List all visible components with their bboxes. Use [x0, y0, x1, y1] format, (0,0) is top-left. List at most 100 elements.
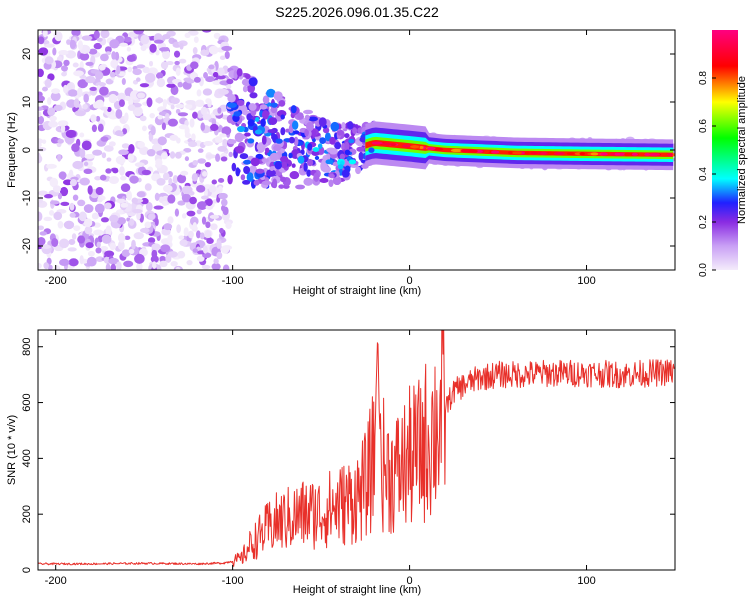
- noise-blob: [144, 221, 152, 229]
- noise-blob: [149, 43, 157, 53]
- noise-blob: [73, 70, 84, 77]
- noise-blob: [43, 262, 49, 270]
- transition-blob: [255, 168, 265, 174]
- noise-blob: [183, 147, 192, 153]
- noise-blob: [133, 30, 144, 35]
- transition-blob: [261, 110, 269, 120]
- transition-blob: [280, 176, 287, 183]
- noise-blob: [151, 243, 161, 251]
- noise-blob: [134, 253, 145, 264]
- noise-blob: [184, 32, 191, 39]
- noise-blob: [196, 201, 208, 210]
- snr-ytick-label: 200: [21, 505, 33, 523]
- noise-blob: [161, 152, 168, 160]
- noise-blob: [116, 261, 122, 270]
- transition-blob: [308, 116, 318, 122]
- noise-blob: [57, 220, 64, 229]
- noise-blob: [38, 190, 48, 196]
- noise-blob: [72, 62, 79, 68]
- transition-blob: [261, 180, 272, 186]
- transition-blob: [341, 142, 346, 151]
- noise-blob: [131, 197, 138, 204]
- noise-blob: [147, 237, 156, 244]
- snr-xlabel: Height of straight line (km): [293, 584, 421, 596]
- transition-blob: [344, 141, 350, 152]
- noise-blob: [200, 122, 206, 131]
- noise-blob: [91, 124, 97, 133]
- transition-blob: [260, 118, 266, 127]
- snr-panel: -200 -100 0 100 0 200 400 600 800 Height of stra…: [6, 329, 676, 596]
- noise-blob: [38, 68, 44, 78]
- spectrogram-signal-ridge: [225, 65, 675, 190]
- ridge-peak: [524, 151, 530, 155]
- noise-blob: [58, 171, 67, 180]
- noise-blob: [115, 108, 123, 119]
- noise-blob: [132, 106, 143, 117]
- noise-blob: [162, 98, 167, 109]
- noise-blob: [69, 202, 75, 211]
- noise-blob: [169, 151, 176, 159]
- colorbar-gradient: [712, 30, 738, 270]
- transition-blob: [359, 136, 366, 143]
- noise-blob: [99, 174, 107, 181]
- noise-blob: [140, 44, 147, 52]
- transition-blob: [322, 127, 330, 134]
- noise-blob: [81, 35, 93, 41]
- transition-blob: [303, 162, 308, 172]
- noise-blob: [140, 34, 150, 45]
- noise-blob: [104, 46, 112, 53]
- noise-blob: [98, 64, 106, 71]
- noise-blob: [94, 71, 104, 80]
- transition-blob: [290, 105, 297, 114]
- ridge-peak: [667, 153, 674, 157]
- noise-blob: [188, 230, 194, 239]
- transition-blob: [273, 91, 283, 101]
- noise-blob: [136, 64, 146, 69]
- noise-blob: [91, 212, 99, 220]
- spectrogram-ylabel: Frequency (Hz): [6, 112, 18, 188]
- ridge-peak: [614, 152, 621, 156]
- noise-blob: [178, 58, 187, 64]
- transition-hotspot: [344, 149, 351, 156]
- ridge-peak: [381, 142, 393, 146]
- noise-blob: [109, 242, 117, 251]
- noise-blob: [162, 200, 168, 206]
- transition-blob: [328, 173, 335, 179]
- noise-blob: [217, 107, 222, 114]
- noise-blob: [178, 124, 189, 130]
- ridge-peak: [644, 152, 651, 156]
- ridge-peak: [410, 145, 420, 149]
- noise-blob: [43, 194, 54, 199]
- noise-blob: [41, 244, 52, 249]
- noise-blob: [57, 154, 62, 162]
- noise-blob: [211, 118, 217, 126]
- ridge-peak: [590, 152, 599, 156]
- noise-blob: [38, 142, 42, 148]
- noise-blob: [43, 216, 53, 222]
- noise-blob: [208, 185, 217, 193]
- noise-blob: [44, 56, 54, 65]
- noise-blob: [49, 200, 60, 205]
- noise-blob: [162, 34, 171, 40]
- noise-blob: [121, 249, 131, 257]
- noise-blob: [137, 141, 145, 149]
- noise-blob: [118, 99, 125, 107]
- noise-blob: [217, 145, 228, 152]
- snr-ytick-label: 400: [21, 449, 33, 467]
- transition-blob: [236, 68, 243, 77]
- noise-blob: [119, 42, 128, 47]
- noise-blob: [99, 86, 109, 96]
- noise-blob: [180, 170, 189, 176]
- noise-blob: [44, 78, 52, 89]
- noise-blob: [109, 71, 116, 78]
- noise-blob: [94, 203, 105, 214]
- noise-blob: [150, 255, 159, 263]
- transition-blob: [267, 129, 276, 134]
- noise-blob: [132, 209, 143, 214]
- noise-blob: [54, 31, 63, 42]
- noise-blob: [213, 32, 221, 39]
- noise-blob: [83, 161, 89, 167]
- transition-blob: [322, 155, 328, 161]
- spectrogram-ytick-label: 0: [21, 147, 33, 153]
- transition-blob: [236, 99, 245, 106]
